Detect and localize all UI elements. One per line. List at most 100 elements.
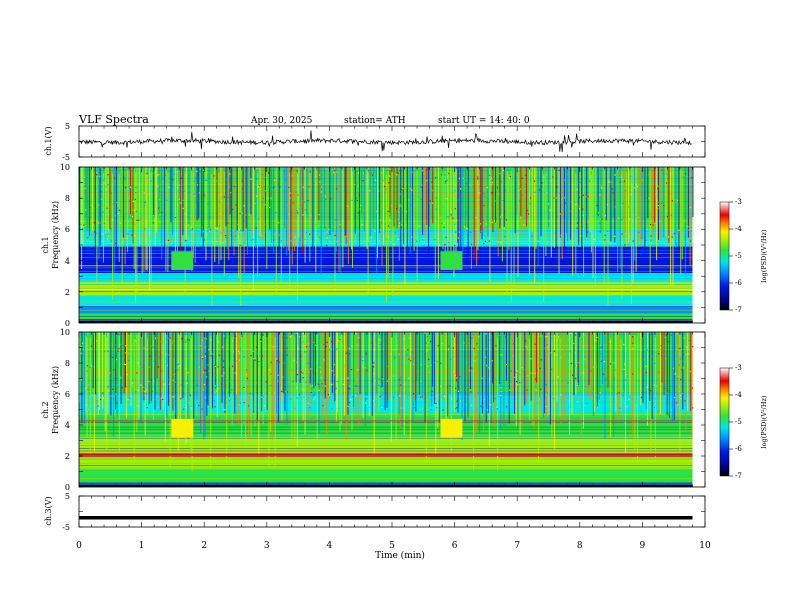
sferic-streak bbox=[470, 167, 472, 269]
sferic-streak bbox=[115, 167, 117, 255]
spectrogram-speckle bbox=[219, 201, 221, 203]
spectrogram-line bbox=[79, 230, 693, 232]
spectrogram-speckle bbox=[622, 395, 624, 397]
sferic-streak bbox=[85, 336, 87, 414]
spectrogram-speckle bbox=[357, 212, 359, 214]
spectrogram-speckle bbox=[210, 222, 212, 224]
spectrogram-line bbox=[79, 383, 693, 385]
spectrogram-speckle bbox=[636, 185, 639, 188]
spectrogram-speckle bbox=[638, 231, 640, 234]
spectrogram-speckle bbox=[429, 200, 431, 202]
spectrogram-speckle bbox=[638, 372, 640, 374]
spectrogram-speckle bbox=[564, 202, 566, 204]
spectrogram-speckle bbox=[462, 377, 464, 379]
spectrogram-speckle bbox=[419, 408, 421, 410]
sferic-streak bbox=[295, 332, 297, 383]
spectrogram-speckle bbox=[220, 184, 222, 186]
sferic-streak bbox=[487, 167, 489, 237]
spectrogram-speckle bbox=[687, 348, 689, 351]
sferic-streak bbox=[344, 332, 345, 416]
spectrogram-speckle bbox=[677, 404, 679, 406]
spectrogram-speckle bbox=[364, 395, 366, 398]
spectrogram-speckle bbox=[336, 348, 338, 350]
spectrogram-speckle bbox=[258, 186, 260, 188]
spectrogram-speckle bbox=[289, 336, 291, 338]
sferic-streak bbox=[196, 167, 198, 221]
spectrogram-speckle bbox=[479, 172, 481, 174]
spectrogram-speckle bbox=[128, 352, 130, 354]
spectrogram-speckle bbox=[186, 238, 188, 240]
spectrogram-speckle bbox=[230, 192, 232, 194]
sferic-streak bbox=[162, 332, 164, 410]
spectrogram-speckle bbox=[690, 240, 692, 242]
spectrogram-speckle bbox=[296, 374, 298, 376]
spectrogram-speckle bbox=[79, 403, 81, 405]
spectrogram-line bbox=[79, 252, 693, 254]
spectrogram-speckle bbox=[462, 177, 464, 179]
spectrogram-speckle bbox=[524, 340, 527, 342]
spectrogram-speckle bbox=[645, 197, 647, 199]
spectrogram-speckle bbox=[90, 345, 92, 347]
sferic-streak bbox=[425, 333, 427, 462]
spectrogram-speckle bbox=[401, 189, 403, 191]
spectrogram-speckle bbox=[295, 193, 297, 195]
spectrogram-speckle bbox=[658, 202, 661, 204]
spectrogram-speckle bbox=[472, 336, 474, 338]
spectrogram-tone bbox=[79, 453, 693, 456]
sferic-streak bbox=[291, 167, 293, 265]
spectrogram-speckle bbox=[577, 362, 580, 364]
spectrogram-speckle bbox=[123, 234, 126, 236]
sferic-streak bbox=[494, 332, 496, 428]
spectrogram-speckle bbox=[87, 388, 89, 390]
sferic-streak bbox=[564, 332, 566, 421]
spectrogram-speckle bbox=[160, 194, 162, 196]
spectrogram-speckle bbox=[562, 373, 564, 375]
sferic-streak bbox=[670, 167, 672, 286]
spectrogram-speckle bbox=[488, 367, 490, 369]
spectrogram-speckle bbox=[457, 192, 459, 194]
spectrogram-speckle bbox=[509, 176, 511, 178]
spectrogram-speckle bbox=[443, 339, 445, 342]
spectrogram-speckle bbox=[221, 383, 223, 385]
spectrogram-speckle bbox=[459, 376, 461, 378]
sferic-streak bbox=[381, 167, 383, 266]
spectrogram-speckle bbox=[158, 176, 160, 178]
spectrogram-speckle bbox=[405, 188, 407, 190]
spectrogram-speckle bbox=[458, 177, 460, 180]
spectrogram-band bbox=[79, 294, 693, 306]
spectrogram-speckle bbox=[450, 211, 452, 213]
spectrogram-speckle bbox=[285, 391, 287, 393]
spectrogram-speckle bbox=[630, 175, 632, 177]
spectrogram-speckle bbox=[211, 226, 213, 228]
ch1-ylabel-channel: ch.1 bbox=[41, 236, 50, 253]
spectrogram-speckle bbox=[569, 350, 571, 352]
spectrogram-speckle bbox=[420, 380, 422, 382]
sferic-streak bbox=[445, 332, 447, 438]
spectrogram-speckle bbox=[666, 182, 668, 184]
spectrogram-speckle bbox=[239, 348, 241, 350]
spectrogram-speckle bbox=[584, 359, 586, 361]
spectrogram-line bbox=[79, 178, 693, 179]
spectrogram-speckle bbox=[687, 226, 689, 228]
spectrogram-speckle bbox=[104, 182, 106, 184]
spectrogram-speckle bbox=[655, 175, 657, 177]
sferic-streak bbox=[243, 335, 245, 425]
spectrogram-speckle bbox=[454, 244, 456, 247]
spectrogram-line bbox=[79, 458, 693, 460]
spectrogram-speckle bbox=[638, 360, 640, 362]
sferic-streak bbox=[225, 167, 227, 227]
spectrogram-speckle bbox=[319, 174, 321, 176]
spectrogram-speckle bbox=[530, 358, 532, 360]
spectrogram-speckle bbox=[146, 172, 148, 174]
transmitter-blob bbox=[440, 418, 463, 438]
spectrogram-speckle bbox=[110, 240, 112, 242]
spectrogram-speckle bbox=[351, 199, 353, 201]
spectrogram-speckle bbox=[374, 230, 376, 232]
spectrogram-speckle bbox=[369, 172, 371, 174]
spectrogram-speckle bbox=[655, 190, 657, 192]
spectrogram-speckle bbox=[620, 176, 622, 178]
ch1-ytick-2: 2 bbox=[65, 288, 70, 297]
spectrogram-band bbox=[79, 437, 693, 453]
spectrogram-speckle bbox=[567, 382, 569, 384]
